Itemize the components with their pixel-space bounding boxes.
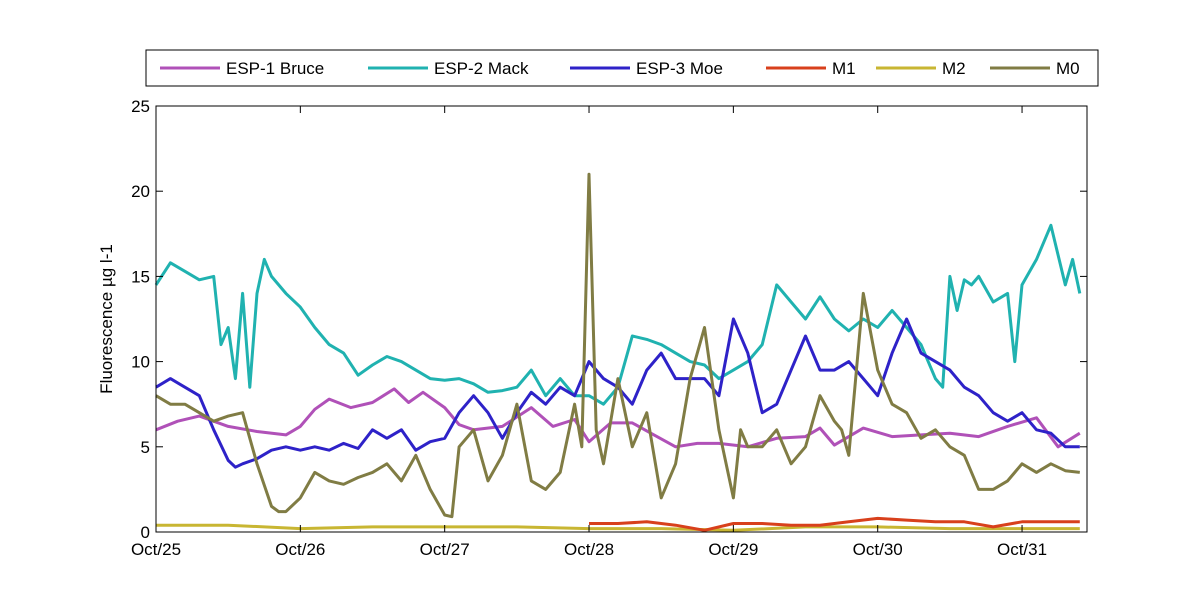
legend-label-m0: M0 — [1056, 59, 1080, 78]
x-tick-label: Oct/27 — [420, 540, 470, 559]
y-tick-label: 15 — [131, 267, 150, 286]
legend: ESP-1 Bruce ESP-2 Mack ESP-3 Moe M1 M2 M0 — [145, 49, 1099, 87]
series-line-m0 — [155, 172, 1080, 519]
x-tick-label: Oct/30 — [853, 540, 903, 559]
series-line-esp-2-mack — [154, 223, 1082, 406]
legend-label-esp-2-mack: ESP-2 Mack — [434, 59, 529, 78]
x-tick-label: Oct/26 — [275, 540, 325, 559]
x-tick-label: Oct/25 — [131, 540, 181, 559]
y-tick-label: 5 — [141, 438, 150, 457]
y-tick-label: 20 — [131, 182, 150, 201]
legend-label-m2: M2 — [942, 59, 966, 78]
y-axis-label: Fluorescence µg l-1 — [97, 244, 116, 394]
series-line-m1 — [589, 516, 1080, 532]
x-tick-label: Oct/29 — [708, 540, 758, 559]
x-tick-label: Oct/28 — [564, 540, 614, 559]
y-tick-label: 10 — [131, 353, 150, 372]
y-axis: 0 5 10 15 20 25 — [131, 97, 1087, 542]
y-tick-label: 0 — [141, 523, 150, 542]
x-axis: Oct/25 Oct/26 Oct/27 Oct/28 Oct/29 Oct/30 Oct/… — [131, 106, 1047, 559]
series-line-esp-3-moe — [155, 317, 1080, 469]
x-tick-label: Oct/31 — [997, 540, 1047, 559]
series-layer — [154, 172, 1082, 532]
plot-frame — [155, 105, 1088, 533]
y-tick-label: 25 — [131, 97, 150, 116]
legend-label-m1: M1 — [832, 59, 856, 78]
legend-label-esp-3-moe: ESP-3 Moe — [636, 59, 723, 78]
series-line-m2 — [156, 523, 1080, 532]
legend-label-esp-1-bruce: ESP-1 Bruce — [226, 59, 324, 78]
